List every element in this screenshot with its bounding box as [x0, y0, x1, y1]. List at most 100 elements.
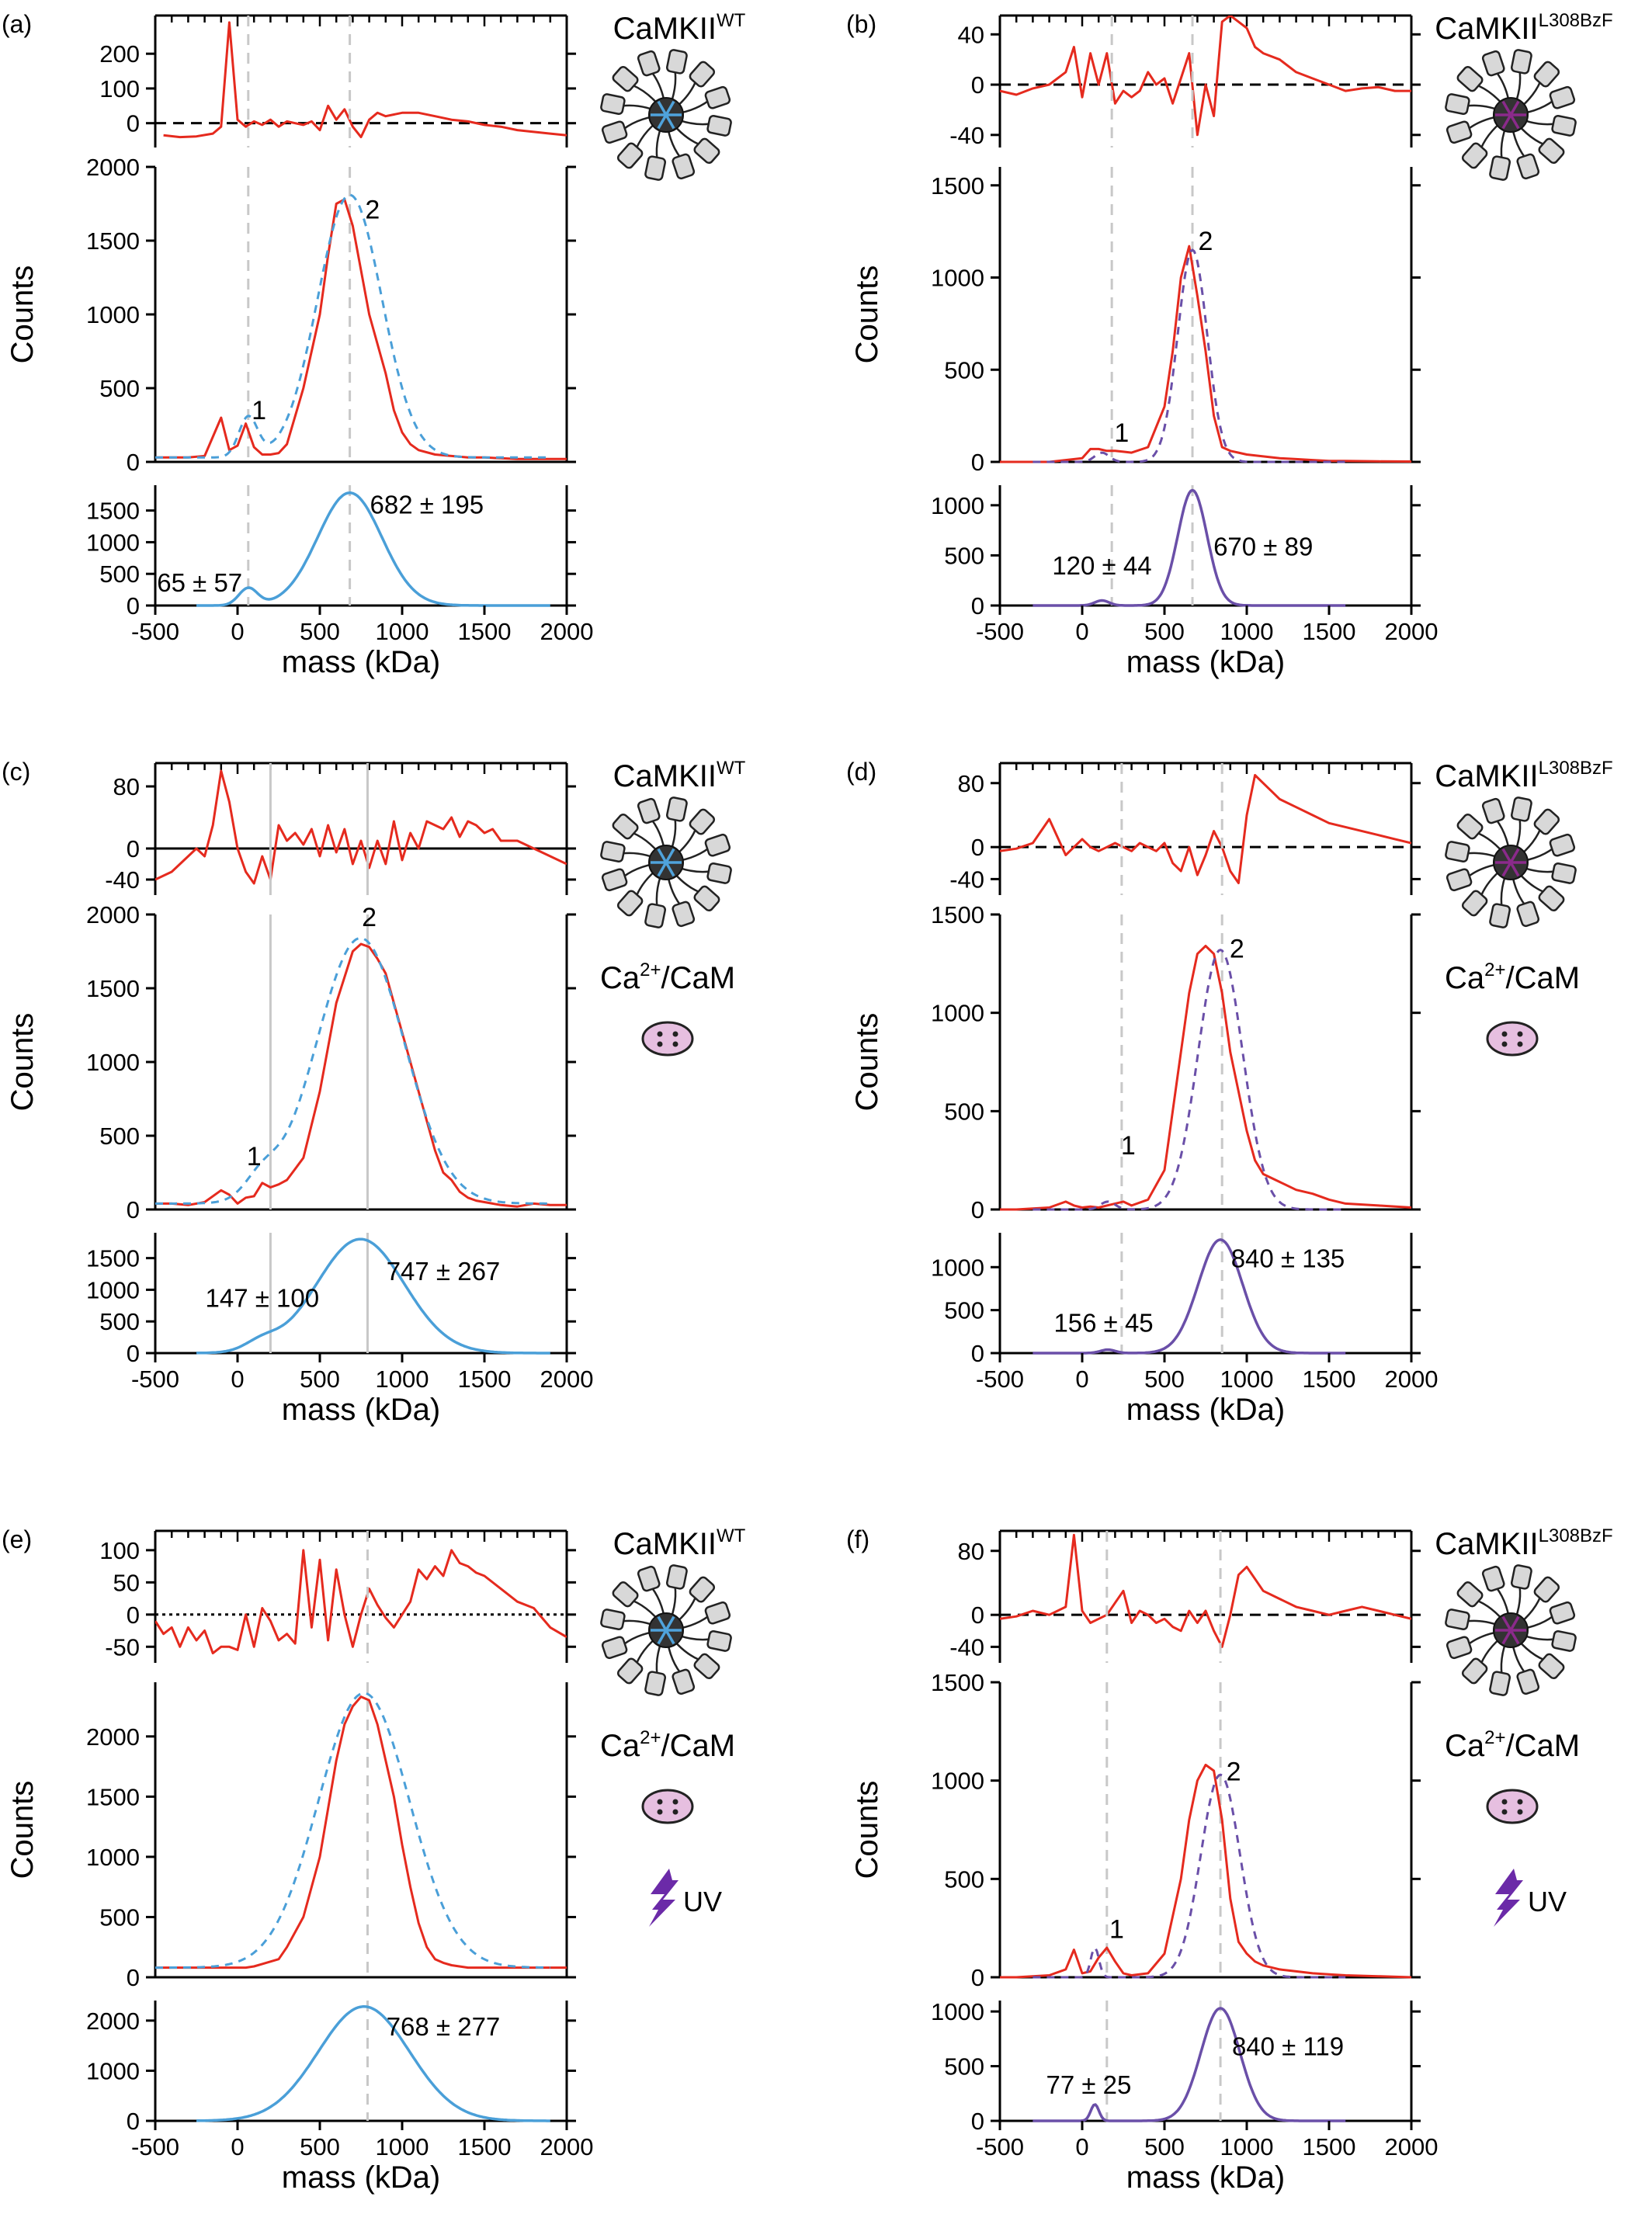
x-tick-label: 2000	[1385, 2133, 1439, 2160]
panel-c: (c)800-402000150010005000Counts150010005…	[2, 758, 746, 1427]
kinase-domain	[637, 1565, 661, 1592]
counts-series	[1000, 245, 1412, 463]
counts-tick-label: 1000	[86, 301, 140, 328]
kinase-domain	[1549, 1601, 1576, 1625]
ca-cam-label: Ca2+/CaM	[1445, 960, 1580, 995]
x-axis-label: mass (kDa)	[1126, 1393, 1285, 1427]
gauss-tick-label: 1000	[86, 529, 140, 556]
x-tick-label: 0	[1075, 1366, 1088, 1393]
residual-series	[163, 21, 567, 139]
counts-tick-label: 500	[944, 356, 984, 383]
ca-cam-base: Ca	[1445, 1729, 1485, 1763]
construct-superscript: WT	[717, 758, 746, 779]
residual-tick-label: 50	[113, 1569, 140, 1596]
gaussian-fit-curve	[196, 491, 550, 607]
counts-tick-label: 0	[127, 1964, 140, 1991]
residual-tick-label: 80	[958, 1538, 984, 1565]
counts-series	[155, 942, 567, 1208]
residual-tick-label: 200	[99, 40, 140, 68]
calcium-dot	[1501, 1809, 1508, 1815]
residual-tick-label: 40	[958, 21, 984, 48]
gauss-tick-label: 2000	[86, 2008, 140, 2035]
counts-fit-dashed	[1032, 949, 1346, 1211]
counts-tick-label: 500	[99, 1123, 140, 1150]
kinase-domain	[1461, 1657, 1488, 1685]
kinase-domain	[689, 61, 716, 88]
kinase-domain	[706, 114, 732, 137]
kinase-domain	[1533, 61, 1560, 88]
calcium-dot	[1517, 1799, 1523, 1805]
construct-title: CaMKIIL308BzF	[1435, 758, 1612, 793]
kinase-domain	[704, 85, 731, 109]
panel-b: (b) 40 0 -40 1500 1000 500 0 Counts 1000 500 0 1 2 120…	[846, 10, 1613, 679]
peak-label: 2	[362, 903, 377, 932]
counts-fit-dashed	[1032, 248, 1346, 463]
x-tick-label: -500	[131, 2133, 179, 2160]
kinase-domain	[693, 137, 720, 165]
counts-axis-label: Counts	[5, 265, 40, 364]
counts-tick-label: 500	[99, 1904, 140, 1931]
x-tick-label: 0	[1075, 2133, 1088, 2160]
x-tick-label: -500	[976, 618, 1024, 645]
x-axis-label: mass (kDa)	[1126, 2160, 1285, 2195]
ca-cam-sup: 2+	[640, 960, 661, 980]
x-tick-label: 1500	[1303, 2133, 1356, 2160]
hub-spoke	[1501, 1615, 1520, 1645]
kinase-domain	[1549, 85, 1576, 109]
kinase-domain	[1446, 120, 1473, 144]
hub-spoke	[657, 1615, 675, 1645]
counts-tick-label: 2000	[86, 154, 140, 181]
counts-axis-label: Counts	[850, 265, 884, 364]
panel-e: (e) 100500-502000150010005000Counts200010…	[2, 1525, 746, 2195]
gaussian-annotation: 156 ± 45	[1053, 1308, 1153, 1337]
x-tick-label: 1500	[1303, 1366, 1356, 1393]
gauss-tick-label: 0	[127, 2108, 140, 2135]
kinase-domain	[1551, 1629, 1577, 1652]
kinase-domain	[1481, 1565, 1505, 1592]
calmodulin-icon	[1486, 1021, 1539, 1057]
counts-axis-label: Counts	[850, 1013, 884, 1112]
gaussian-fit-curve	[1032, 2007, 1346, 2122]
counts-tick-label: 0	[971, 1196, 984, 1223]
calcium-dot	[672, 1031, 678, 1037]
counts-tick-label: 500	[99, 375, 140, 402]
gauss-tick-label: 1000	[931, 1998, 984, 2025]
calcium-dot	[672, 1041, 678, 1047]
gauss-tick-label: 1500	[86, 498, 140, 525]
kinase-domain	[706, 862, 732, 884]
counts-tick-label: 1500	[931, 901, 984, 928]
residual-tick-label: 0	[971, 71, 984, 99]
x-tick-label: -500	[131, 618, 179, 645]
kinase-domain	[672, 1668, 696, 1695]
residual-tick-label: 80	[958, 770, 984, 797]
kinase-domain	[1461, 142, 1488, 169]
x-tick-label: 500	[1144, 1366, 1185, 1393]
counts-tick-label: 500	[944, 1098, 984, 1125]
counts-tick-label: 0	[971, 1964, 984, 1991]
kinase-domain	[1489, 1671, 1511, 1696]
ca-cam-label: Ca2+/CaM	[600, 1727, 735, 1763]
kinase-domain	[1510, 796, 1532, 822]
construct-superscript: WT	[717, 10, 746, 31]
peak-label: 2	[1230, 935, 1244, 964]
construct-superscript: L308BzF	[1539, 758, 1613, 779]
counts-tick-label: 2000	[86, 901, 140, 928]
x-tick-label: 500	[1144, 2133, 1185, 2160]
residual-tick-label: 100	[99, 1537, 140, 1564]
kinase-domain	[665, 796, 688, 822]
x-axis-label: mass (kDa)	[1126, 645, 1285, 679]
gauss-tick-label: 500	[99, 1308, 140, 1335]
residual-tick-label: 80	[113, 773, 140, 800]
calcium-dot	[672, 1809, 678, 1815]
gauss-tick-label: 500	[944, 2053, 984, 2081]
ca-cam-sup: 2+	[1484, 1727, 1505, 1748]
counts-tick-label: 0	[127, 1196, 140, 1223]
kinase-domain	[704, 1601, 731, 1625]
kinase-domain	[1489, 155, 1511, 181]
counts-tick-label: 1500	[86, 1783, 140, 1810]
panel-letter: (d)	[846, 758, 876, 786]
holoenzyme-icon	[1445, 1564, 1577, 1696]
gauss-tick-label: 1500	[86, 1245, 140, 1272]
counts-tick-label: 1000	[931, 265, 984, 292]
